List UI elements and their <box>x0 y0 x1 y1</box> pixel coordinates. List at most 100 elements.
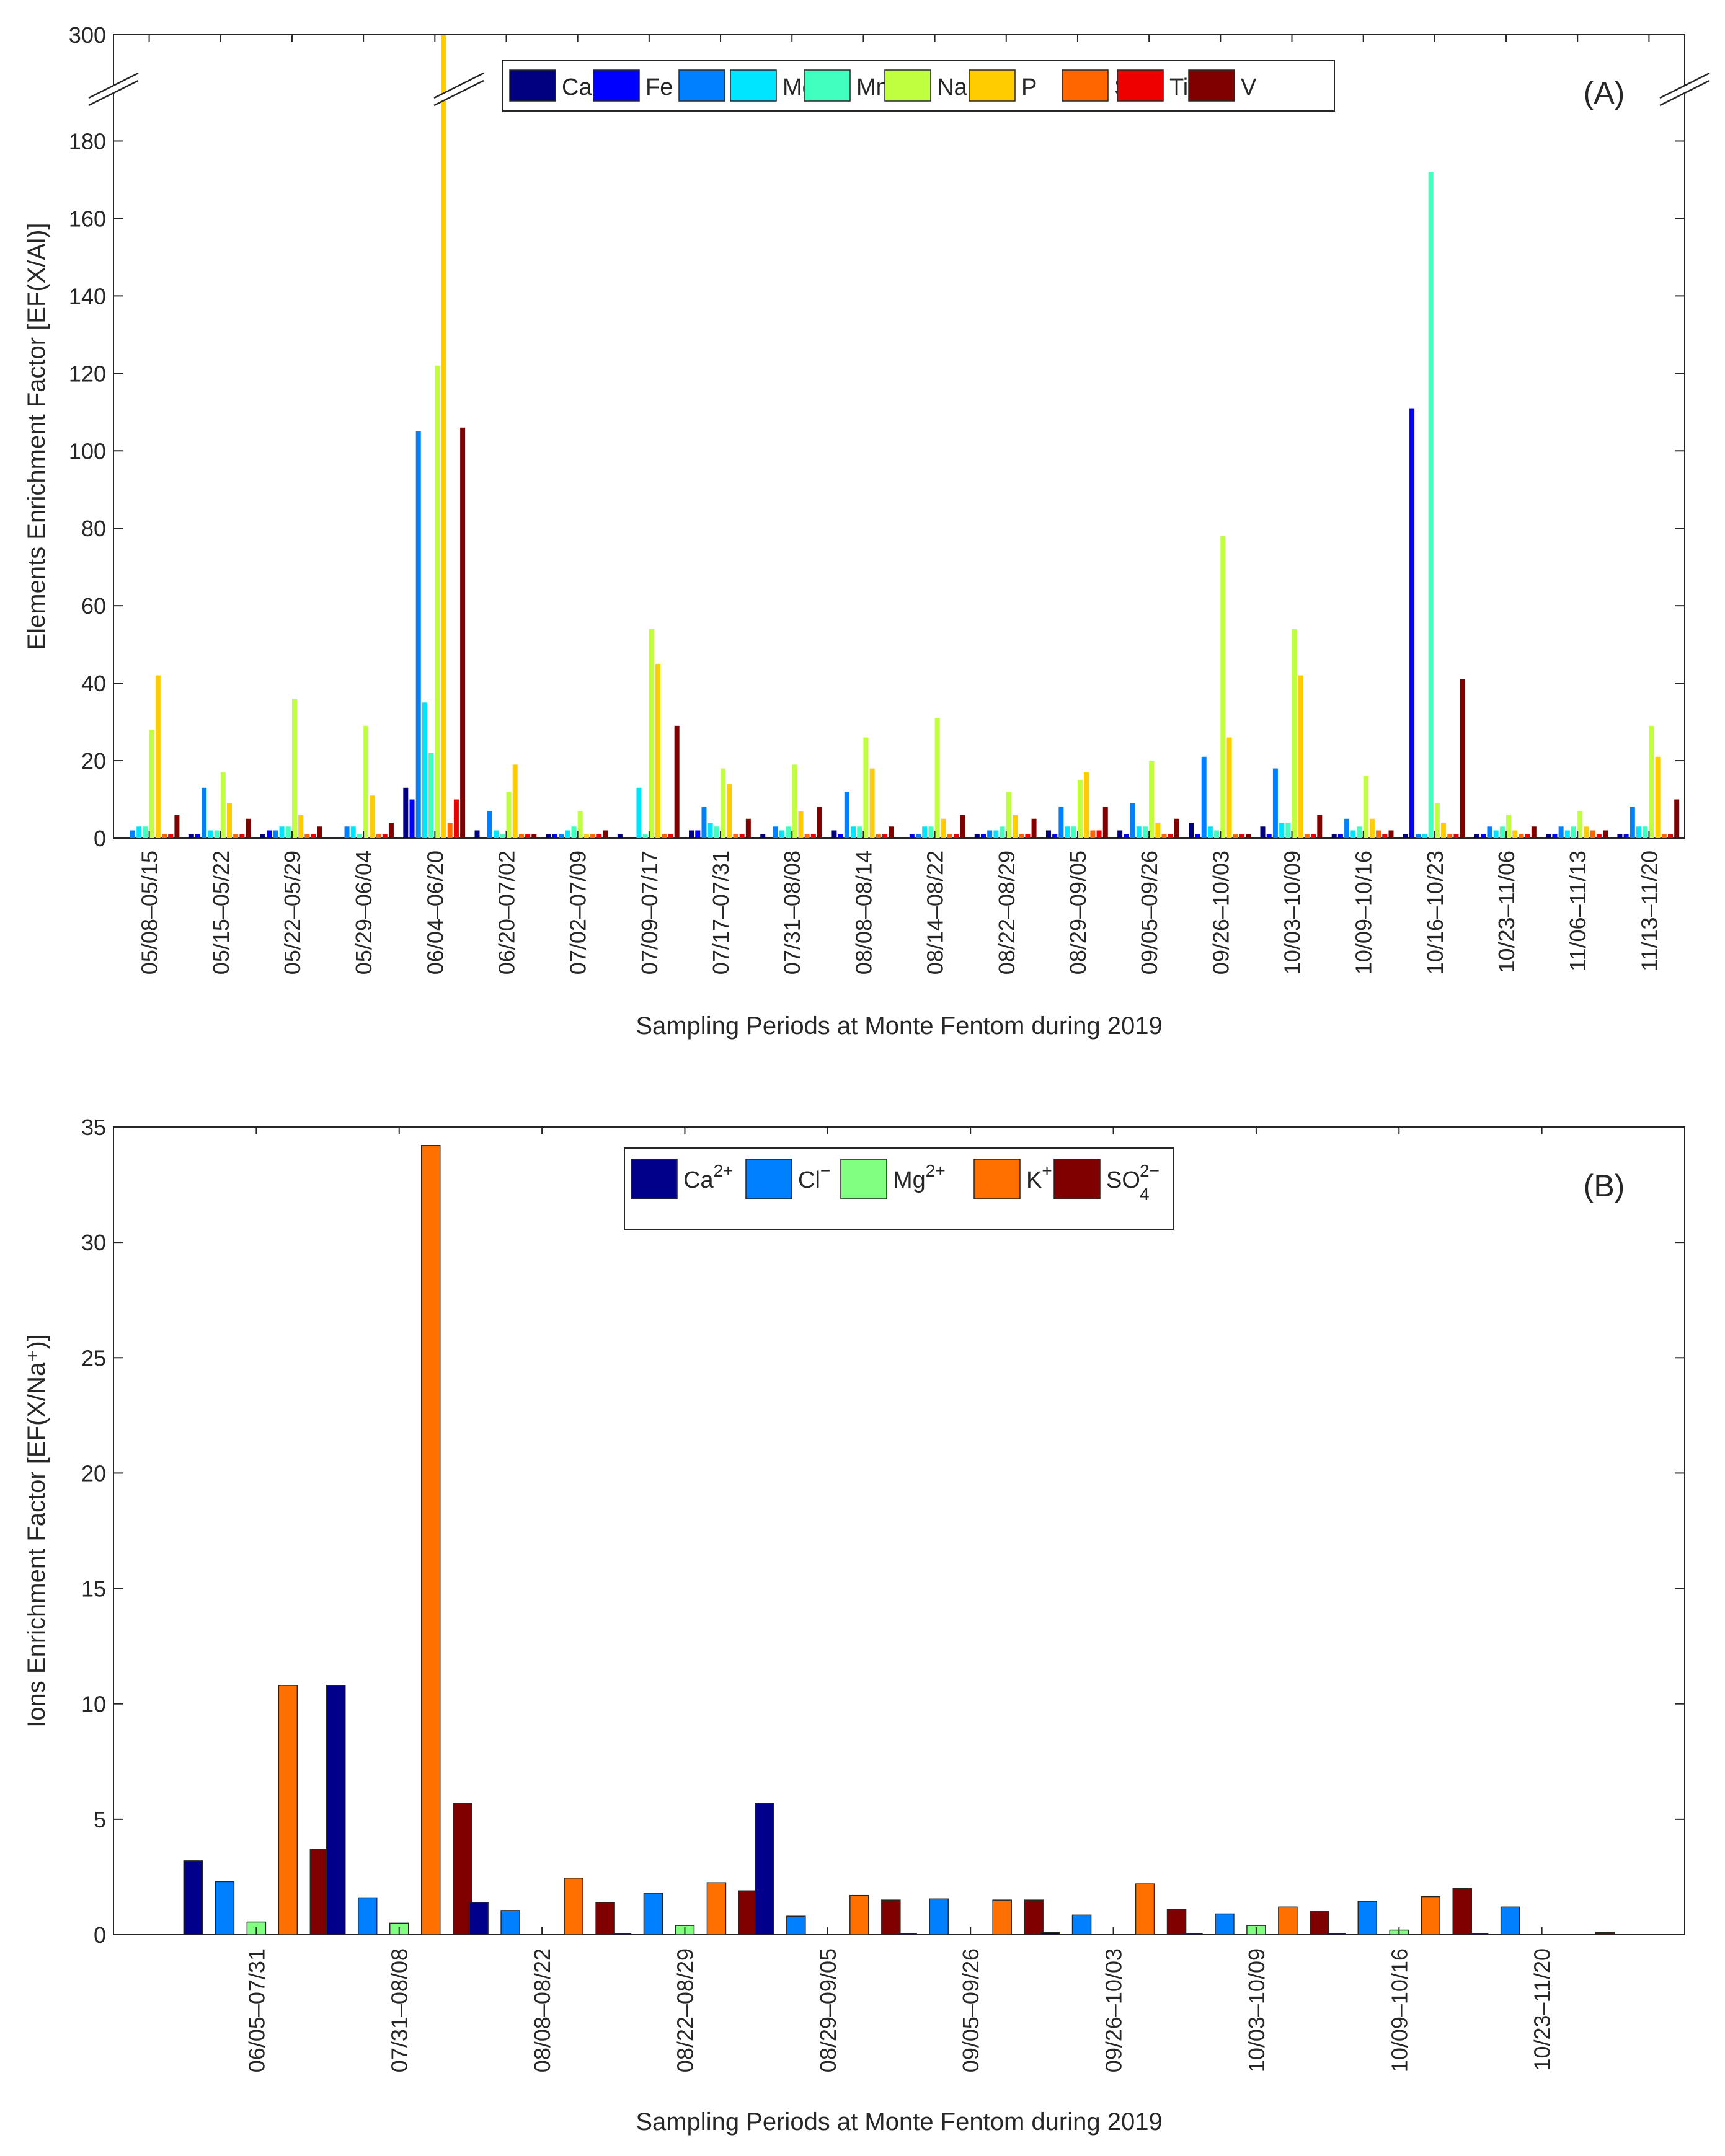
y-axis-label: Elements Enrichment Factor [EF(X/Al)] <box>23 223 50 650</box>
y-tick-label: 0 <box>94 1922 106 1948</box>
bar-na-17 <box>1292 629 1297 838</box>
y-tick-label: 15 <box>81 1576 106 1602</box>
legend-swatch-fe <box>593 69 640 102</box>
bar-si-17 <box>1304 834 1310 838</box>
bar-v-6 <box>531 834 537 838</box>
bar-mn-6 <box>500 834 505 838</box>
bar-p-14 <box>1084 772 1089 838</box>
x-tick-label: 08/08–08/22 <box>530 1948 555 2072</box>
axis-break-line <box>1659 72 1710 99</box>
bar-ca-7 <box>546 834 551 838</box>
bar-na-3 <box>291 699 297 838</box>
legend-label-subscript: 4 <box>1140 1185 1150 1204</box>
bar-v-18 <box>1388 830 1394 838</box>
bar-mg-9 <box>707 823 713 838</box>
bar-ti-11 <box>882 834 888 838</box>
bar-p-19 <box>1441 823 1447 838</box>
bar-ca-2 <box>188 834 194 838</box>
y-tick-label: 300 <box>69 22 106 48</box>
bar-na-12 <box>934 718 940 838</box>
bar-fe-13 <box>980 834 986 838</box>
bar-so2-4-9 <box>1452 1888 1473 1935</box>
bar-v-21 <box>1603 830 1608 838</box>
bar-mn-11 <box>857 826 862 838</box>
y-tick-label: 35 <box>81 1115 106 1140</box>
x-axis-label: Sampling Periods at Monte Fentom during … <box>636 1012 1162 1040</box>
x-tick-label: 08/22–08/29 <box>672 1948 698 2072</box>
bar-na-21 <box>1577 811 1583 838</box>
bar-k-10 <box>773 826 778 838</box>
bar-ti-17 <box>1311 834 1316 838</box>
bar-cl-7 <box>1071 1914 1092 1935</box>
bar-si-12 <box>947 834 952 838</box>
bar-ca2-3 <box>469 1902 489 1935</box>
axis-break-gap <box>89 73 138 105</box>
bar-cl-9 <box>1357 1901 1378 1935</box>
bar-ti-7 <box>596 834 602 838</box>
x-tick-label: 08/29–09/05 <box>815 1948 841 2072</box>
bar-na-11 <box>863 737 869 838</box>
legend-label-na: Na <box>937 74 967 100</box>
bar-si-13 <box>1019 834 1024 838</box>
bar-so2-4-1 <box>309 1849 330 1935</box>
bar-mn-16 <box>1214 830 1220 838</box>
bar-cl-1 <box>215 1881 235 1935</box>
bar-ca-17 <box>1260 826 1266 838</box>
bar-v-5 <box>460 427 466 838</box>
bar-si-11 <box>876 834 881 838</box>
bar-k-1 <box>278 1685 298 1935</box>
bar-ti-16 <box>1239 834 1244 838</box>
bar-so2-4-5 <box>881 1899 901 1935</box>
bar-na-16 <box>1220 536 1226 838</box>
bar-p-11 <box>869 768 875 838</box>
bar-k-16 <box>1201 756 1207 838</box>
bars-group <box>130 35 1680 838</box>
legend-swatch-so2-4 <box>1053 1159 1101 1199</box>
y-tick-label: 5 <box>94 1807 106 1832</box>
bar-k-14 <box>1058 807 1064 838</box>
y-tick-label: 20 <box>81 748 106 774</box>
panel-label: (A) <box>1584 76 1625 110</box>
bar-ca-21 <box>1546 834 1551 838</box>
bar-fe-5 <box>409 799 415 838</box>
bar-na-18 <box>1363 776 1368 838</box>
bar-mn-1 <box>143 826 148 838</box>
bar-so2-4-4 <box>738 1890 758 1935</box>
bar-k-2 <box>202 787 207 838</box>
bar-mn-5 <box>428 753 434 838</box>
bar-ti-9 <box>739 834 745 838</box>
x-tick-label: 08/29–09/05 <box>1065 850 1091 974</box>
legend-label-superscript: − <box>820 1161 830 1180</box>
bar-mg-6 <box>494 830 499 838</box>
bar-v-14 <box>1102 807 1108 838</box>
x-tick-label: 10/09–10/16 <box>1386 1948 1412 2072</box>
bar-si-18 <box>1376 830 1381 838</box>
bar-mn-4 <box>357 834 362 838</box>
legend-swatch-cl <box>745 1159 792 1199</box>
bar-si-1 <box>161 834 167 838</box>
x-tick-label: 06/04–06/20 <box>422 850 448 974</box>
bar-ti-6 <box>525 834 531 838</box>
bar-ti-18 <box>1382 834 1388 838</box>
bar-mg-13 <box>993 830 999 838</box>
legend-label-v: V <box>1241 74 1257 100</box>
legend-swatch-p <box>969 69 1016 102</box>
bar-mg-18 <box>1350 830 1356 838</box>
legend-label-k: K+ <box>1026 1161 1052 1193</box>
legend-label-superscript: 2+ <box>926 1161 946 1180</box>
bar-na-14 <box>1077 780 1083 838</box>
bar-mn-9 <box>714 826 719 838</box>
bar-fe-21 <box>1552 834 1558 838</box>
legend-swatch-na <box>884 69 931 102</box>
legend-label-base: Mg <box>893 1167 926 1193</box>
legend-swatch-mg2 <box>840 1159 887 1199</box>
bar-na-10 <box>792 764 797 838</box>
bar-ti-5 <box>453 799 459 838</box>
bar-v-9 <box>745 818 751 838</box>
x-tick-label: 11/06–11/13 <box>1565 850 1590 971</box>
bar-mg-19 <box>1422 834 1427 838</box>
bar-ca-18 <box>1331 834 1337 838</box>
bar-k-12 <box>915 834 921 838</box>
bar-na-6 <box>506 792 512 838</box>
